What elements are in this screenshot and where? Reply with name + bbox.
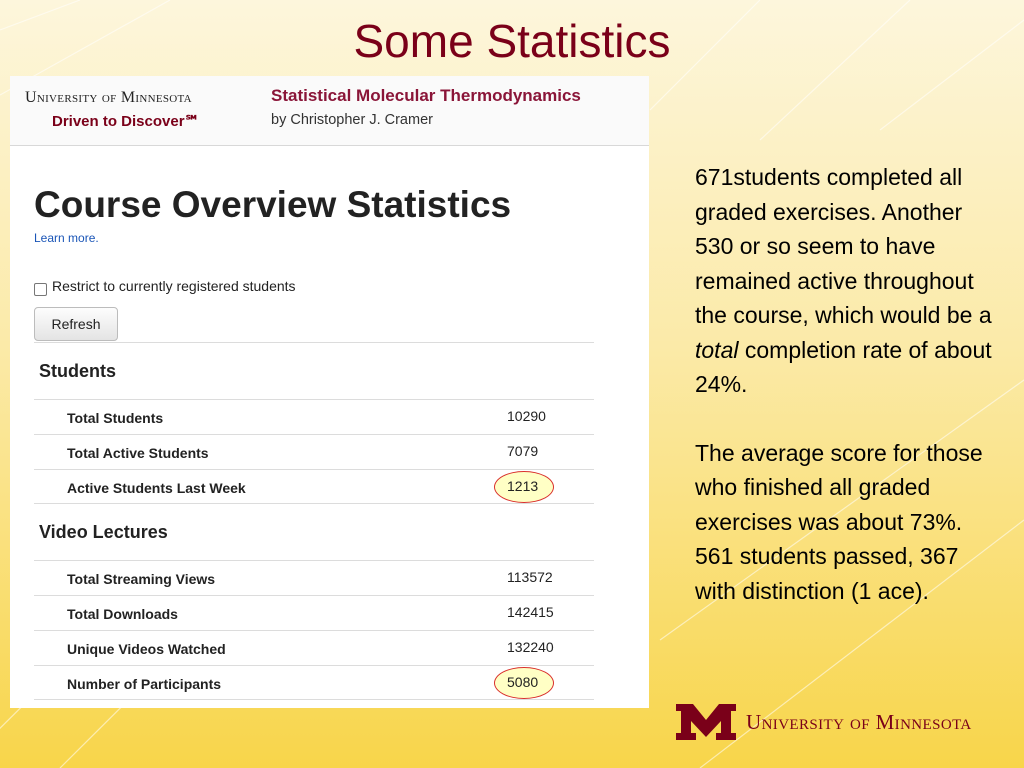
restrict-option[interactable]: Restrict to currently registered student… [34,275,296,296]
stat-value: 7079 [507,443,539,459]
table-row: Unique Videos Watched 132240 [34,630,594,665]
stat-value: 132240 [507,639,554,655]
stat-label: Total Streaming Views [67,571,216,587]
stat-value: 5080 [507,674,539,690]
section-heading-video-lectures: Video Lectures [39,522,168,542]
course-title[interactable]: Statistical Molecular Thermodynamics [271,86,581,105]
notes-p1-start: 671students completed all graded exercis… [695,164,992,328]
stat-value: 1213 [507,478,539,494]
table-row: Total Students 10290 [34,399,594,434]
table-row: Total Streaming Views 113572 [34,560,594,595]
slide-title: Some Statistics [353,15,671,67]
table-row: Active Students Last Week 1213 [34,469,594,504]
stat-label: Number of Participants [67,676,222,692]
stat-label: Unique Videos Watched [67,641,226,657]
footer-logo: University of Minnesota [676,704,972,740]
section-heading-students: Students [39,361,117,381]
refresh-button[interactable]: Refresh [34,307,118,341]
notes-p1-end: completion rate of about 24%. [695,336,992,398]
learn-more-link[interactable]: Learn more. [34,231,99,245]
university-tagline: Driven to Discover℠ [52,113,200,130]
block-m-logo-icon [676,704,736,740]
notes-paragraph-2: The average score for those who finished… [695,439,983,604]
footer-university-name: University of Minnesota [746,709,972,734]
stat-value: 142415 [507,604,554,620]
stat-value: 10290 [507,408,546,424]
highlight-circle [494,471,554,503]
course-stats-screenshot: University of Minnesota Driven to Discov… [10,76,649,708]
university-wordmark: University of Minnesota [25,89,192,106]
stat-label: Total Downloads [67,606,178,622]
divider [34,342,594,343]
course-header: University of Minnesota Driven to Discov… [10,76,649,146]
restrict-checkbox[interactable] [34,283,47,296]
stat-label: Total Active Students [67,445,209,461]
stat-label: Active Students Last Week [67,480,246,496]
course-author: by Christopher J. Cramer [271,112,433,128]
table-row: Total Downloads 142415 [34,595,594,630]
highlight-circle [494,667,554,699]
notes-p1-emphasis: total [695,336,739,363]
table-row: Total Active Students 7079 [34,434,594,469]
stat-label: Total Students [67,410,164,426]
stat-value: 113572 [507,569,553,585]
restrict-label: Restrict to currently registered student… [52,277,296,294]
notes-text: 671students completed all graded exercis… [695,160,1005,642]
notes-paragraph-1: 671students completed all graded exercis… [695,160,1005,402]
page-title: Course Overview Statistics [34,184,512,225]
table-row: Number of Participants 5080 [34,665,594,700]
